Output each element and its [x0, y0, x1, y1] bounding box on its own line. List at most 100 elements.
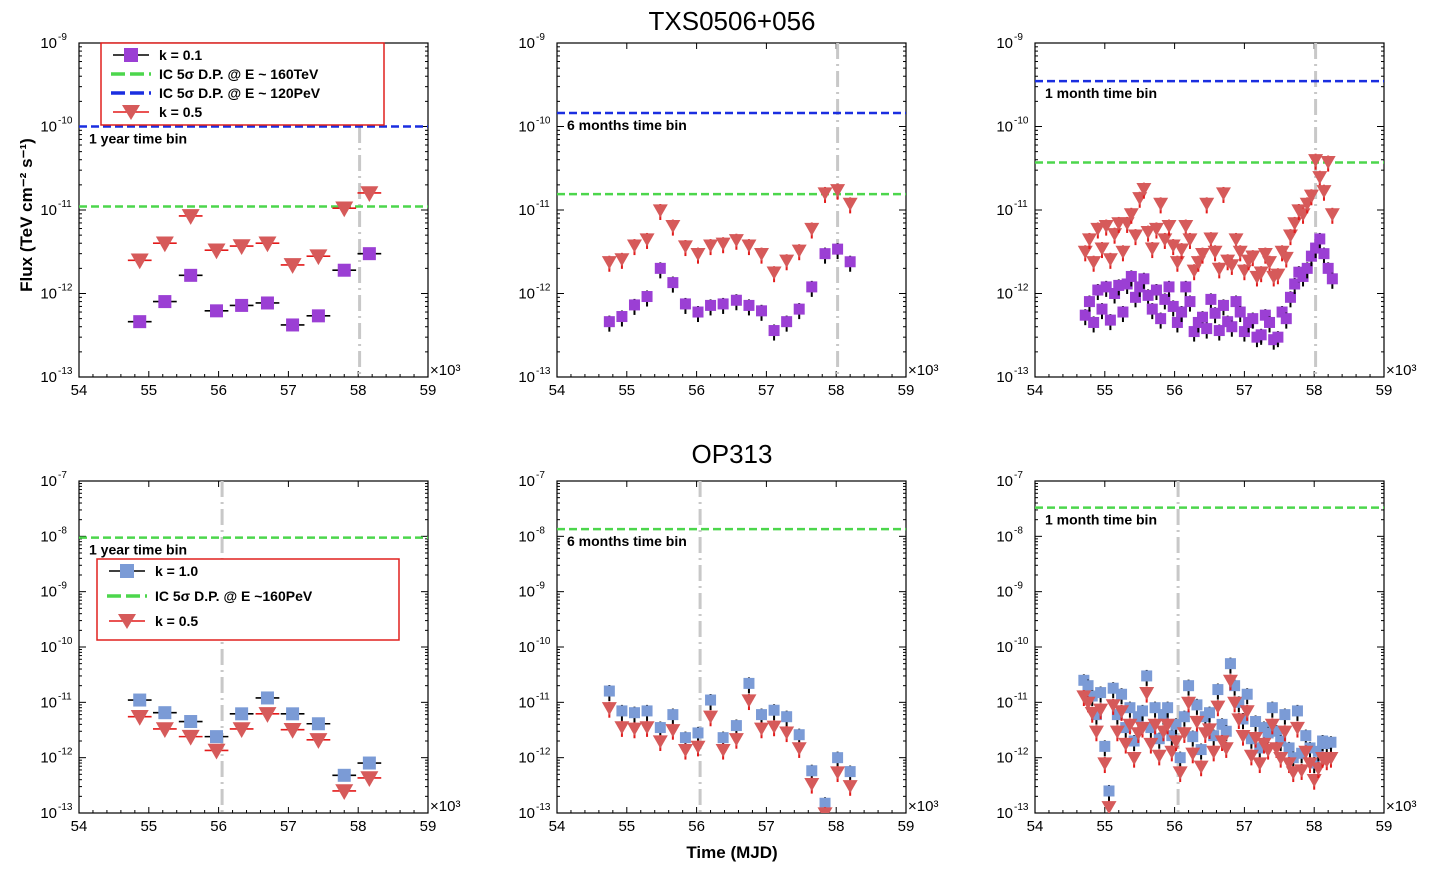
data-point-square — [1138, 273, 1150, 285]
data-point-triangle — [1101, 801, 1117, 813]
data-point-triangle — [614, 721, 630, 735]
data-point-square — [1086, 690, 1098, 702]
x-tick-label: 56 — [210, 382, 227, 399]
data-point-square — [1254, 742, 1266, 754]
data-point-square — [158, 295, 172, 309]
y-tick-label: 10 — [518, 750, 535, 767]
data-point-square — [1262, 727, 1274, 739]
x-tick-label: 57 — [280, 382, 297, 399]
x-tick-label: 58 — [1306, 382, 1323, 399]
y-tick-label: 10 — [996, 119, 1013, 136]
data-point-triangle — [207, 743, 226, 760]
legend-label: IC 5σ D.P. @ E ~ 160TeV — [159, 66, 319, 82]
data-point-triangle — [1199, 197, 1215, 211]
y-tick-exponent: -12 — [536, 747, 551, 758]
y-tick-exponent: -9 — [58, 581, 67, 592]
data-point-square — [1275, 735, 1287, 747]
data-point-square — [1174, 752, 1186, 764]
x-tick-label: 58 — [1306, 818, 1323, 835]
legend-label: k = 0.5 — [155, 613, 198, 629]
x-tick-label: 56 — [210, 818, 227, 835]
data-point-square — [679, 298, 691, 310]
data-point-square — [603, 316, 615, 328]
y-tick-label: 10 — [40, 584, 57, 601]
data-point-square — [1188, 326, 1200, 338]
time-bin-label: 1 year time bin — [89, 542, 187, 558]
x-tick-label: 54 — [1027, 382, 1044, 399]
data-point-square — [1109, 288, 1121, 299]
data-point-triangle — [677, 240, 693, 254]
data-point-triangle — [1140, 226, 1156, 240]
data-point-square — [337, 768, 351, 782]
data-point-square — [1296, 747, 1308, 759]
data-point-square — [667, 709, 679, 721]
data-point-square — [210, 730, 224, 744]
data-point-square — [628, 299, 640, 311]
data-point-square — [832, 243, 844, 255]
y-tick-label: 10 — [40, 694, 57, 711]
y-tick-label: 10 — [996, 805, 1013, 822]
row-title-2: OP313 — [692, 439, 773, 469]
data-point-square — [1216, 718, 1228, 730]
y-tick-exponent: -12 — [536, 283, 551, 294]
data-point-square — [1314, 233, 1326, 245]
x-tick-label: 55 — [618, 382, 635, 399]
data-point-square — [819, 797, 831, 809]
data-point-triangle — [830, 766, 846, 780]
data-point-square — [1096, 303, 1108, 315]
legend-triangle-swatch — [118, 614, 136, 629]
data-point-triangle — [1105, 699, 1121, 713]
data-point-triangle — [1193, 760, 1209, 774]
x-tick-label: 54 — [71, 382, 88, 399]
data-point-square — [286, 707, 300, 721]
axes-frame — [556, 480, 907, 814]
y-tick-label: 10 — [40, 369, 57, 386]
series-k-0-1 — [1079, 232, 1338, 350]
data-point-triangle — [130, 709, 149, 726]
data-point-triangle — [1222, 674, 1238, 688]
chart-panel-top-left: 54 55 56 57 58 59×10³10-1310-1210-1110-1010-9… — [40, 32, 460, 399]
data-point-triangle — [1248, 732, 1264, 746]
y-tick-label: 10 — [40, 473, 57, 490]
y-tick-exponent: -10 — [1014, 636, 1029, 647]
data-point-triangle — [1122, 718, 1138, 732]
data-point-triangle — [766, 266, 782, 280]
data-point-triangle — [1211, 262, 1227, 276]
x-tick-label: 57 — [1236, 818, 1253, 835]
data-point-square — [133, 693, 147, 707]
x-tick-label: 58 — [828, 382, 845, 399]
data-point-square — [1266, 702, 1278, 714]
data-point-triangle — [1098, 219, 1114, 234]
y-tick-label: 10 — [996, 750, 1013, 767]
chart-panel-bottom-left: 54 55 56 57 58 59×10³10-1310-1210-1110-1010-9… — [40, 470, 460, 835]
data-point-triangle — [1153, 197, 1169, 211]
data-point-square — [1238, 326, 1250, 338]
data-point-triangle — [1294, 764, 1310, 778]
data-point-square — [1250, 716, 1262, 728]
y-tick-label: 10 — [996, 473, 1013, 490]
data-point-square — [1167, 300, 1179, 312]
data-point-square — [1176, 306, 1188, 318]
data-point-square — [1191, 699, 1203, 711]
data-point-triangle — [1126, 752, 1142, 766]
data-point-triangle — [1207, 245, 1223, 259]
data-point-square — [603, 685, 615, 697]
data-point-triangle — [639, 721, 655, 735]
data-point-triangle — [1312, 171, 1328, 185]
data-point-triangle — [1270, 268, 1286, 282]
y-tick-exponent: -8 — [1014, 525, 1023, 536]
y-tick-exponent: -11 — [1014, 691, 1028, 702]
plot-area — [557, 481, 906, 813]
y-tick-exponent: -13 — [58, 366, 73, 377]
data-point-triangle — [1169, 256, 1185, 270]
time-bin-label: 1 month time bin — [1045, 85, 1157, 101]
data-point-triangle — [665, 219, 681, 234]
data-point-triangle — [1080, 696, 1096, 710]
data-point-square — [641, 705, 653, 717]
data-point-triangle — [1189, 715, 1205, 730]
data-point-square — [1090, 709, 1102, 721]
y-tick-label: 10 — [40, 750, 57, 767]
series-k-0-5 — [601, 183, 858, 283]
data-point-square — [1212, 684, 1224, 696]
time-bin-label: 1 year time bin — [89, 131, 187, 147]
